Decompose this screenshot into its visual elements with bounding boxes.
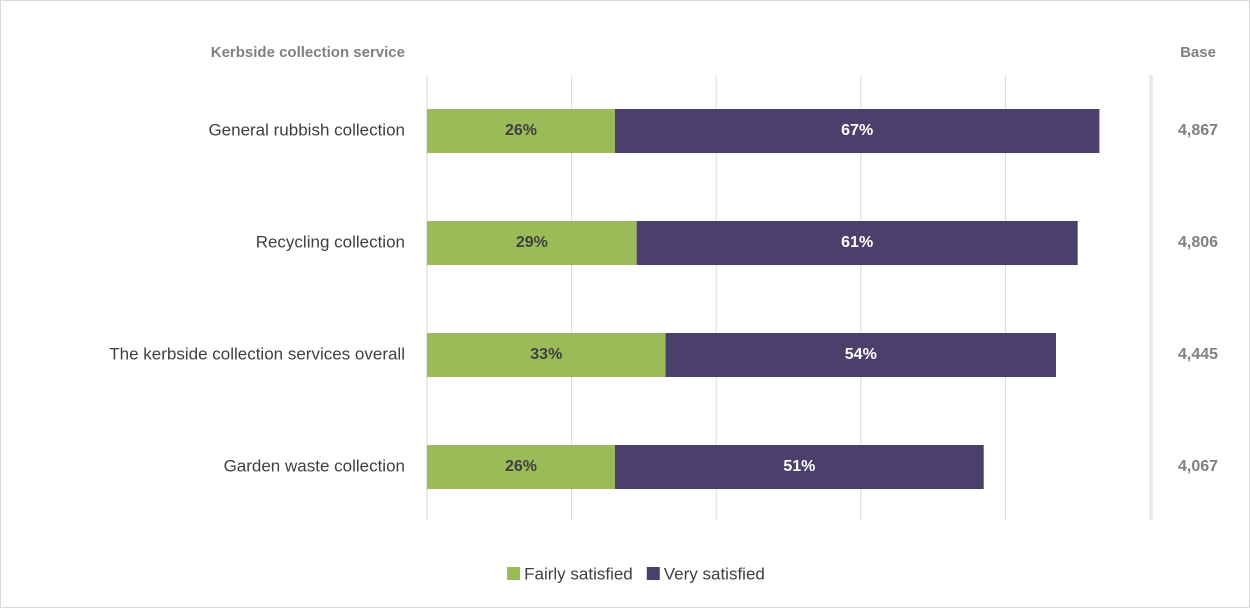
bar-segment <box>636 221 1078 265</box>
data-label: 54% <box>845 346 877 363</box>
data-label: 26% <box>505 458 537 475</box>
data-label: 67% <box>841 122 873 139</box>
bar-segment <box>427 109 615 153</box>
base-title: Base <box>1180 44 1216 61</box>
data-label: 61% <box>841 234 873 251</box>
y-tick-label: The kerbside collection services overall <box>109 344 405 363</box>
legend-label: Very satisfied <box>664 564 765 583</box>
axis-title: Kerbside collection service <box>211 44 405 61</box>
legend-swatch <box>646 567 660 580</box>
bar-segment <box>614 109 1100 153</box>
base-value: 4,806 <box>1178 234 1218 251</box>
base-value: 4,867 <box>1178 122 1218 139</box>
bar-segment <box>427 445 615 489</box>
legend-swatch <box>507 567 521 580</box>
bar-segment <box>427 333 666 377</box>
legend-label: Fairly satisfied <box>524 564 633 583</box>
data-label: 26% <box>505 122 537 139</box>
legend-item: Fairly satisfied <box>507 564 633 583</box>
bar-segment <box>614 445 984 489</box>
legend-item: Very satisfied <box>646 564 765 583</box>
bar-segment <box>427 221 637 265</box>
bar-segment <box>665 333 1057 377</box>
y-tick-label: Recycling collection <box>256 232 405 251</box>
y-tick-label: General rubbish collection <box>208 120 405 139</box>
base-value: 4,445 <box>1178 346 1218 363</box>
data-label: 29% <box>516 234 548 251</box>
data-label: 33% <box>530 346 562 363</box>
data-label: 51% <box>783 458 815 475</box>
y-tick-label: Garden waste collection <box>224 456 405 475</box>
base-value: 4,067 <box>1178 458 1218 475</box>
